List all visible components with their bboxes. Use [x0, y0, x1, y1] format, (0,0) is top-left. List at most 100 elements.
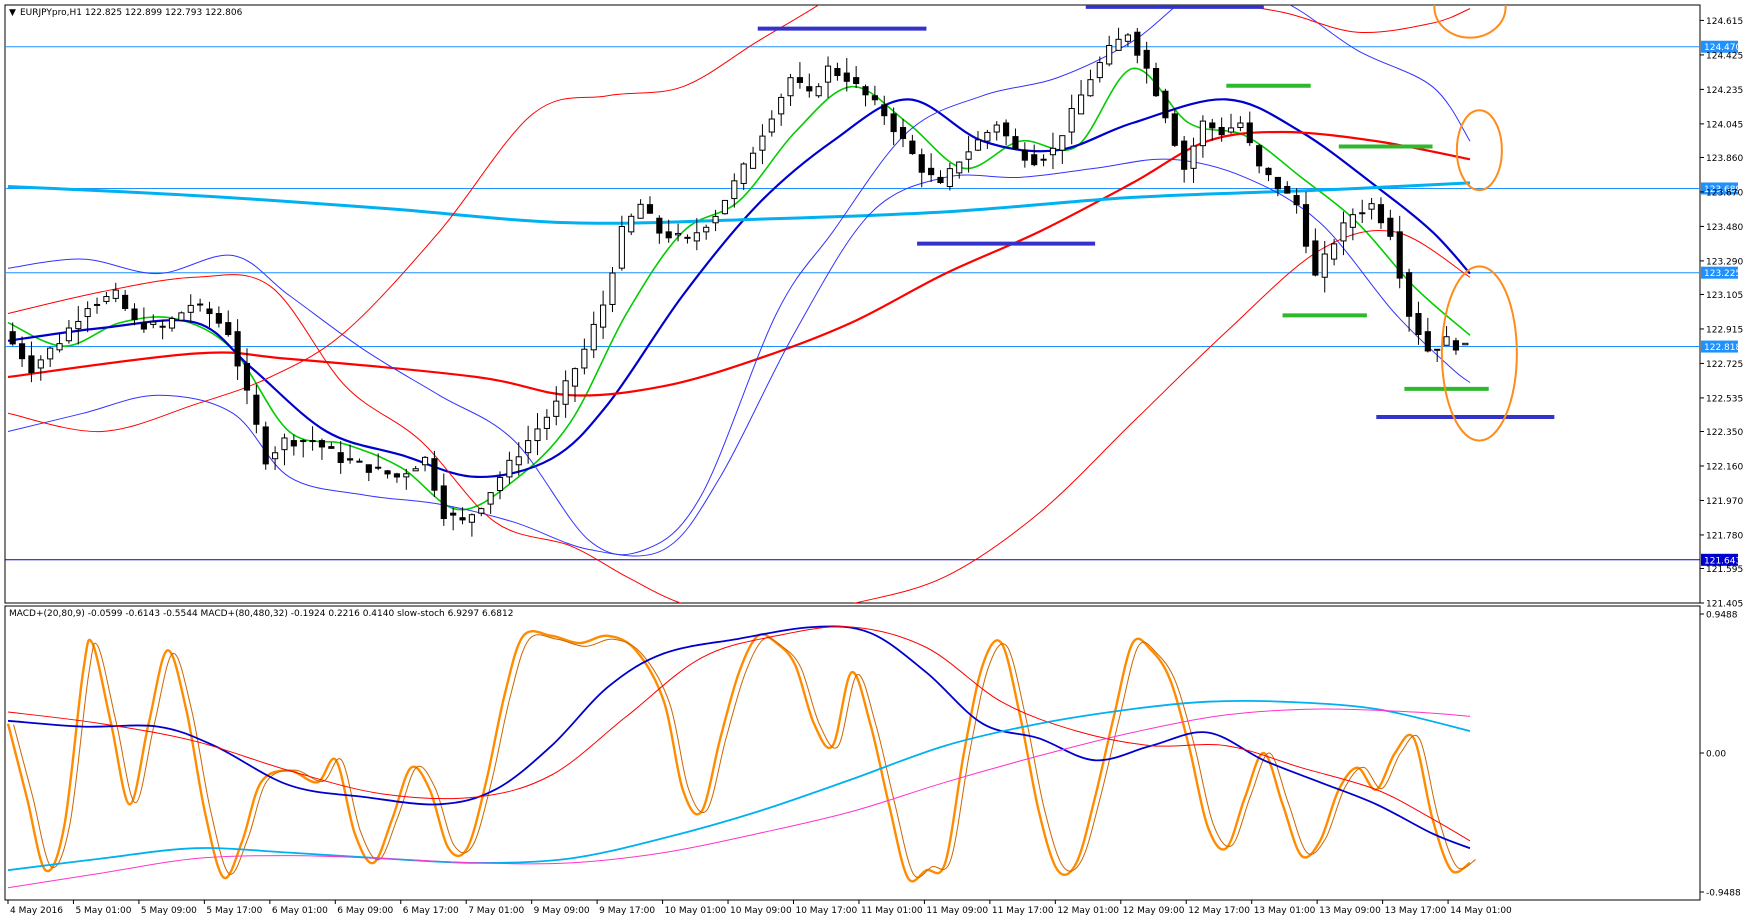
candle-body: [215, 313, 222, 324]
time-tick-label-8: 9 May 09:00: [534, 906, 590, 916]
time-tick-label-13: 11 May 01:00: [861, 906, 923, 916]
candle-body: [1359, 212, 1366, 215]
candle-body: [1312, 240, 1319, 276]
ind-tick-label-2: -0.9488: [1706, 889, 1741, 899]
candle-body: [1218, 127, 1225, 136]
level-tag-2: [1701, 266, 1738, 279]
time-tick-label-15: 11 May 17:00: [992, 906, 1054, 916]
time-tick-label-0: 4 May 2016: [10, 906, 63, 916]
candle-body: [712, 215, 719, 224]
candle-body: [300, 440, 307, 443]
level-tag-label-1: 123.689: [1704, 185, 1741, 195]
main-price-chart: [5, 5, 1700, 603]
candle-body: [1227, 127, 1235, 133]
candle-body: [375, 466, 382, 469]
annotation-ellipse-9: [1455, 109, 1503, 192]
level-tag-4: [1701, 553, 1738, 566]
candle-body: [1377, 204, 1385, 224]
candle-body: [974, 139, 982, 151]
candle-body: [1387, 217, 1394, 237]
candle-body: [553, 400, 560, 417]
candle-body: [1462, 342, 1469, 346]
candle-body: [47, 347, 54, 360]
time-tick-label-4: 6 May 01:00: [272, 906, 328, 916]
candle-body: [1003, 122, 1010, 137]
candle-body: [309, 440, 316, 443]
candle-body: [1162, 90, 1169, 119]
candle-body: [665, 231, 672, 239]
ind-series-line-2: [7, 626, 1471, 842]
candle-body: [637, 203, 644, 219]
price-axis: 124.470 123.689 123.225 122.818 121.643 124.6…: [1700, 17, 1743, 610]
candle-body: [412, 468, 419, 472]
candle-body: [243, 362, 251, 391]
candle-body: [1452, 340, 1460, 351]
candle-body: [337, 452, 344, 463]
main-series-line-4: [7, 5, 1471, 556]
candle-body: [75, 320, 82, 330]
time-tick-label-6: 6 May 17:00: [403, 906, 459, 916]
candle-body: [1302, 204, 1310, 247]
candle-body: [1340, 222, 1347, 242]
price-tick-label-0: 124.615: [1706, 17, 1743, 27]
candle-body: [1396, 231, 1403, 279]
candle-body: [468, 514, 475, 523]
candle-body: [609, 272, 616, 305]
candle-body: [1237, 122, 1244, 129]
time-tick-label-9: 9 May 17:00: [599, 906, 655, 916]
candle-body: [384, 470, 391, 475]
candle-body: [1143, 49, 1150, 69]
candle-body: [843, 72, 850, 82]
time-tick-label-14: 11 May 09:00: [926, 906, 988, 916]
candle-body: [1443, 336, 1450, 346]
annotation-ellipse-10: [1440, 265, 1518, 442]
main-series-line-5: [7, 158, 1471, 557]
candle-body: [1031, 154, 1038, 166]
candle-body: [459, 517, 466, 521]
candle-body: [881, 104, 888, 117]
candle-body: [281, 437, 288, 451]
level-tag-label-3: 122.818: [1704, 343, 1741, 353]
candle-body: [122, 294, 129, 309]
macd-stoch-panel: [6, 625, 1476, 889]
candle-body: [1077, 94, 1085, 115]
annotation-ellipse-8: [1433, 5, 1507, 39]
candle-body: [656, 217, 663, 234]
candle-body: [1284, 185, 1291, 194]
price-tick-label-6: 123.480: [1706, 223, 1743, 233]
main-series-line-6: [7, 229, 1471, 603]
candle-body: [1331, 243, 1338, 260]
candle-body: [1040, 158, 1047, 161]
candle-body: [1059, 135, 1066, 151]
main-chart-header-marker: ▼: [9, 8, 16, 18]
candle-body: [890, 113, 897, 133]
price-tick-label-12: 122.350: [1706, 428, 1743, 438]
candle-body: [740, 163, 747, 184]
candle-body: [346, 458, 354, 461]
time-tick-label-3: 5 May 17:00: [206, 906, 262, 916]
candle-body: [496, 477, 504, 491]
candle-body: [318, 440, 326, 448]
candle-body: [450, 512, 457, 516]
candle-body: [1199, 120, 1206, 147]
candle-body: [778, 96, 785, 115]
time-tick-label-21: 13 May 17:00: [1385, 906, 1447, 916]
candle-body: [206, 308, 213, 315]
candle-body: [721, 199, 729, 215]
candle-body: [262, 426, 269, 465]
candle-body: [84, 308, 91, 318]
time-tick-label-22: 14 May 01:00: [1450, 906, 1512, 916]
level-tag-label-0: 124.470: [1704, 43, 1741, 53]
candle-body: [543, 416, 550, 429]
main-plot-area[interactable]: [4, 4, 1701, 604]
candle-body: [356, 460, 363, 463]
candle-body: [675, 232, 682, 236]
price-tick-label-16: 121.595: [1706, 565, 1743, 575]
horizontal-levels: [5, 46, 1700, 561]
candle-body: [862, 86, 869, 96]
candle-body: [581, 348, 588, 369]
candle-body: [759, 135, 766, 151]
candle-body: [1406, 272, 1413, 317]
candle-body: [646, 204, 654, 214]
price-tick-label-9: 122.915: [1706, 325, 1743, 335]
